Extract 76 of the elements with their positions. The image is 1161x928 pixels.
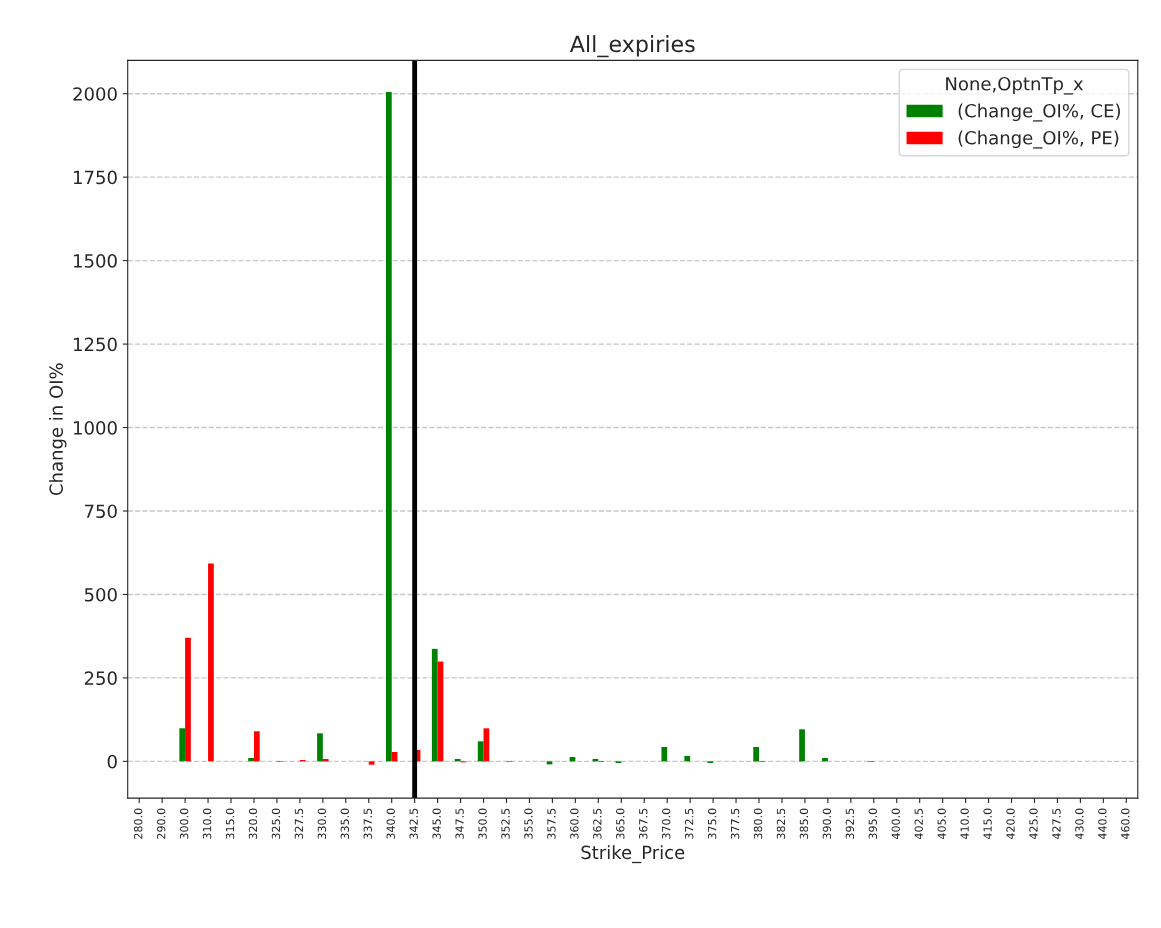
y-tick-label: 1500 <box>74 254 117 268</box>
x-tick-label: 357.5 <box>547 808 556 839</box>
bar <box>322 759 329 762</box>
y-tick-label: 1750 <box>74 170 117 185</box>
x-tick-label: 405.0 <box>937 808 946 840</box>
x-tick-label: 385.0 <box>799 808 809 839</box>
x-tick-label: 400.0 <box>891 808 900 840</box>
y-tick-label: 750 <box>85 504 117 519</box>
x-tick-label: 345.0 <box>432 808 441 839</box>
y-tick-label: 500 <box>84 587 117 602</box>
legend-label: (Change_OI%, PE) <box>958 130 1119 149</box>
x-tick-label: 352.5 <box>501 808 510 839</box>
x-tick-label: 340.0 <box>386 808 395 839</box>
x-tick-label: 327.5 <box>294 808 304 839</box>
bar <box>799 729 805 762</box>
x-tick-label: 390.0 <box>822 808 832 839</box>
x-tick-label: 320.0 <box>248 808 258 839</box>
x-tick-label: 330.0 <box>317 808 327 839</box>
x-tick-label: 395.0 <box>868 808 878 839</box>
x-tick-label: 337.5 <box>363 808 372 839</box>
y-axis-title: Change in OI% <box>49 363 67 496</box>
x-tick-label: 367.5 <box>639 808 648 839</box>
x-tick-label: 315.0 <box>225 808 235 839</box>
bar <box>454 759 461 762</box>
y-tick-label: 1000 <box>74 420 117 435</box>
x-tick-label: 342.5 <box>409 808 418 839</box>
x-axis-title: Strike_Price <box>581 845 685 864</box>
x-tick-label: 392.5 <box>845 808 855 839</box>
bar <box>248 758 254 762</box>
x-tick-label: 365.0 <box>616 808 625 839</box>
x-tick-label: 290.0 <box>156 808 166 839</box>
x-tick-label: 440.0 <box>1098 808 1107 840</box>
y-tick-label: 0 <box>107 754 117 769</box>
bar <box>822 758 828 762</box>
x-tick-label: 382.5 <box>776 808 786 839</box>
x-tick-label: 402.5 <box>914 808 923 840</box>
x-tick-label: 355.0 <box>524 808 533 839</box>
x-tick-label: 300.0 <box>179 808 189 839</box>
x-tick-label: 427.5 <box>1052 808 1061 840</box>
bar <box>385 92 392 762</box>
x-tick-label: 430.0 <box>1075 808 1084 840</box>
y-tick-label: 1250 <box>74 337 117 352</box>
bar <box>684 756 691 762</box>
x-tick-label: 380.0 <box>753 808 763 839</box>
bar <box>208 563 214 762</box>
bar <box>753 747 759 762</box>
y-tick-label: 250 <box>84 671 117 686</box>
bar <box>179 728 186 762</box>
x-tick-label: 347.5 <box>455 808 464 839</box>
bar <box>253 731 260 762</box>
x-tick-label: 280.0 <box>134 808 143 839</box>
bar <box>431 648 438 762</box>
x-tick-label: 420.0 <box>1006 808 1015 840</box>
bar <box>661 747 668 762</box>
bar <box>477 741 484 762</box>
bar <box>317 733 323 762</box>
x-tick-label: 370.0 <box>662 808 671 839</box>
legend-label: (Change_OI%, CE) <box>958 103 1120 122</box>
bar <box>185 637 191 762</box>
y-tick-label: 2000 <box>73 87 117 101</box>
legend-title: None,OptnTp_x <box>946 76 1084 95</box>
x-tick-label: 375.0 <box>707 808 717 839</box>
bar <box>368 761 375 765</box>
x-tick-label: 310.0 <box>202 808 212 839</box>
chart-title: All_expiries <box>569 35 695 58</box>
x-tick-label: 360.0 <box>570 808 579 839</box>
x-tick-label: 415.0 <box>983 808 992 840</box>
x-tick-label: 372.5 <box>684 808 694 839</box>
x-tick-label: 350.0 <box>478 808 487 839</box>
x-tick-label: 335.0 <box>340 808 350 839</box>
x-tick-label: 362.5 <box>593 808 602 839</box>
x-tick-label: 410.0 <box>960 808 969 840</box>
x-tick-label: 377.5 <box>730 808 740 839</box>
x-tick-label: 425.0 <box>1029 808 1038 840</box>
x-tick-label: 325.0 <box>271 808 281 839</box>
x-tick-label: 460.0 <box>1121 808 1130 840</box>
